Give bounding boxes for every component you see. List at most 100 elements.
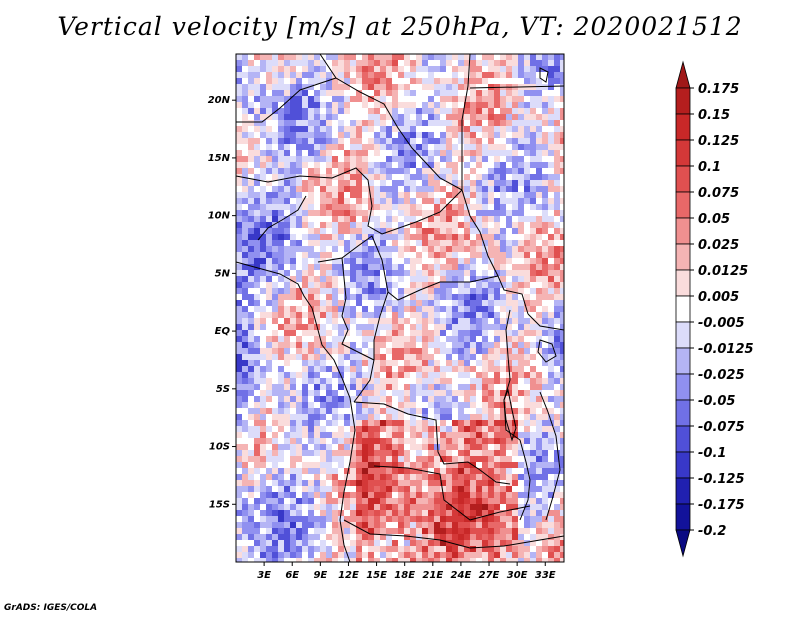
field-cell [470, 114, 476, 120]
field-cell [254, 456, 260, 462]
field-cell [554, 450, 560, 456]
field-cell [350, 96, 356, 102]
field-cell [260, 204, 266, 210]
field-cell [272, 90, 278, 96]
field-cell [440, 330, 446, 336]
field-cell [506, 132, 512, 138]
field-cell [524, 408, 530, 414]
field-cell [266, 294, 272, 300]
field-cell [542, 138, 548, 144]
field-cell [386, 150, 392, 156]
field-cell [428, 474, 434, 480]
field-cell [356, 504, 362, 510]
field-cell [398, 300, 404, 306]
field-cell [482, 246, 488, 252]
field-cell [272, 300, 278, 306]
field-cell [236, 330, 242, 336]
field-cell [554, 456, 560, 462]
field-cell [356, 552, 362, 558]
field-cell [482, 234, 488, 240]
field-cell [494, 306, 500, 312]
field-cell [386, 540, 392, 546]
field-cell [464, 270, 470, 276]
field-cell [374, 168, 380, 174]
field-cell [260, 180, 266, 186]
field-cell [308, 372, 314, 378]
field-cell [512, 66, 518, 72]
field-cell [326, 132, 332, 138]
field-cell [386, 372, 392, 378]
field-cell [332, 384, 338, 390]
field-cell [458, 126, 464, 132]
field-cell [248, 138, 254, 144]
field-cell [290, 306, 296, 312]
field-cell [296, 96, 302, 102]
field-cell [464, 354, 470, 360]
field-cell [482, 252, 488, 258]
field-cell [254, 276, 260, 282]
field-cell [332, 312, 338, 318]
field-cell [470, 540, 476, 546]
field-cell [338, 438, 344, 444]
field-cell [554, 474, 560, 480]
field-cell [386, 306, 392, 312]
field-cell [494, 504, 500, 510]
field-cell [434, 138, 440, 144]
field-cell [428, 318, 434, 324]
field-cell [242, 246, 248, 252]
field-cell [530, 186, 536, 192]
field-cell [236, 288, 242, 294]
field-cell [296, 216, 302, 222]
field-cell [260, 378, 266, 384]
field-cell [320, 228, 326, 234]
field-cell [512, 402, 518, 408]
field-cell [530, 102, 536, 108]
field-cell [392, 312, 398, 318]
field-cell [272, 114, 278, 120]
field-cell [248, 78, 254, 84]
field-cell [320, 480, 326, 486]
field-cell [242, 432, 248, 438]
field-cell [338, 552, 344, 558]
field-cell [350, 258, 356, 264]
field-cell [482, 306, 488, 312]
field-cell [488, 66, 494, 72]
field-cell [542, 450, 548, 456]
field-cell [392, 438, 398, 444]
field-cell [362, 540, 368, 546]
field-cell [260, 108, 266, 114]
field-cell [500, 174, 506, 180]
field-cell [344, 252, 350, 258]
field-cell [548, 108, 554, 114]
lon-tick-label: 18E [394, 570, 415, 581]
field-cell [302, 486, 308, 492]
field-cell [332, 522, 338, 528]
field-cell [242, 498, 248, 504]
field-cell [236, 270, 242, 276]
field-cell [266, 516, 272, 522]
field-cell [422, 366, 428, 372]
field-cell [278, 522, 284, 528]
field-cell [350, 330, 356, 336]
field-cell [488, 222, 494, 228]
field-cell [434, 180, 440, 186]
field-cell [332, 150, 338, 156]
field-cell [524, 270, 530, 276]
field-cell [524, 384, 530, 390]
field-cell [368, 474, 374, 480]
field-cell [500, 264, 506, 270]
field-cell [554, 342, 560, 348]
field-cell [500, 402, 506, 408]
field-cell [290, 420, 296, 426]
field-cell [494, 450, 500, 456]
field-cell [350, 360, 356, 366]
field-cell [440, 246, 446, 252]
field-cell [560, 186, 564, 192]
field-cell [404, 318, 410, 324]
field-cell [434, 222, 440, 228]
colorbar-label: -0.025 [698, 368, 745, 383]
field-cell [332, 252, 338, 258]
field-cell [410, 324, 416, 330]
field-cell [524, 378, 530, 384]
field-cell [302, 378, 308, 384]
